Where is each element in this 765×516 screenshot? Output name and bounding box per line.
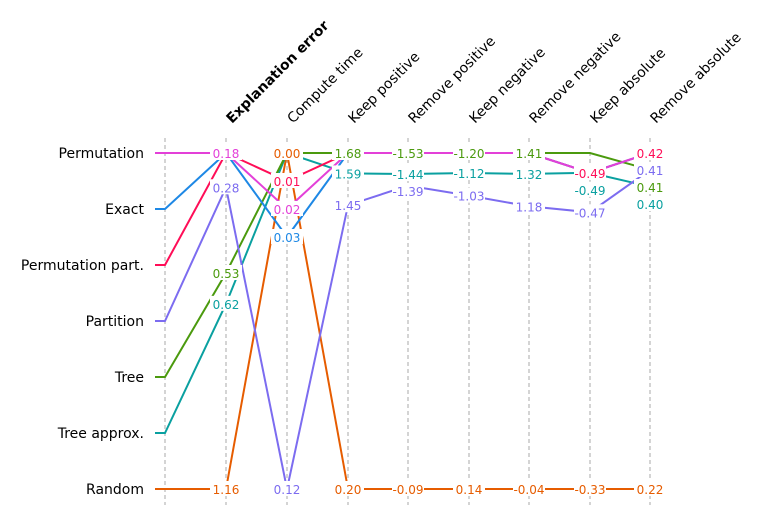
data-label-bg [332,145,364,160]
data-label-bg [392,145,424,160]
method-label: Partition [86,314,144,330]
metric-header: Explanation error [224,18,333,127]
data-label: -1.44 [392,168,423,182]
data-label: 1.59 [335,167,362,181]
data-label-bg [453,145,485,160]
data-label-bg [210,179,242,195]
data-label-bg [574,481,606,496]
method-label: Exact [105,202,144,218]
data-label-bg [392,166,424,181]
data-label-bg [271,481,303,496]
data-label-bg [574,181,606,197]
data-label: -1.20 [453,147,484,161]
data-label-bg [271,145,303,160]
data-label-bg [634,481,666,496]
method-label: Permutation part. [21,258,144,274]
data-label: 1.18 [516,200,543,214]
data-label: 0.12 [274,483,301,497]
method-label: Tree approx. [57,426,144,442]
series-line-partition [155,168,651,490]
data-label: 0.14 [456,483,483,497]
data-label: 0.22 [637,483,664,497]
data-label: 1.41 [516,147,543,161]
data-label: 0.41 [637,181,664,195]
data-label-bg [392,481,424,496]
data-label: -1.39 [392,185,423,199]
data-label-bg [574,204,606,220]
data-label: -1.12 [453,167,484,181]
data-label: 1.16 [213,483,240,497]
data-label: 1.68 [335,147,362,161]
series-line-tree-approx- [155,151,651,434]
data-label: -0.33 [574,483,605,497]
data-label: 0.41 [637,164,664,178]
data-label: 0.62 [213,298,240,312]
data-label: -1.03 [453,190,484,204]
data-label: 1.45 [335,199,362,213]
data-label: 0.03 [274,231,301,245]
data-label-bg [453,187,485,203]
method-label: Random [86,482,144,498]
data-label: 0.20 [335,483,362,497]
data-label-bg [513,198,545,214]
data-label: 0.40 [637,198,664,212]
data-label-bg [634,196,666,211]
data-label-bg [634,179,666,194]
data-label: 0.28 [213,181,240,195]
data-label-bg [513,481,545,496]
data-label-bg [634,162,666,177]
data-label: -0.04 [513,483,544,497]
series-line-random [155,152,650,490]
data-label: -0.47 [574,206,605,220]
data-label-bg [513,165,545,181]
data-label: 0.18 [213,147,240,161]
data-label-bg [210,265,242,280]
data-label: -0.09 [392,483,423,497]
method-label: Tree [114,370,144,386]
data-label-bg [210,481,242,496]
data-label: 0.00 [274,147,301,161]
data-label: -0.49 [574,184,605,198]
data-label: 0.01 [274,175,301,189]
data-label-bg [453,481,485,496]
data-label-bg [210,295,242,311]
data-label: 0.42 [637,147,664,161]
data-label-bg [634,145,666,160]
data-label-bg [392,183,424,198]
data-label: 0.02 [274,203,301,217]
metric-header: Remove absolute [648,30,745,127]
data-label-bg [271,201,303,216]
data-label: 0.53 [213,267,240,281]
data-label-bg [453,165,485,181]
data-label-bg [271,173,303,188]
data-label-bg [574,164,606,180]
series-line-permutation [155,152,651,211]
data-label: -1.53 [392,147,423,161]
data-label-bg [271,229,303,244]
data-label-bg [332,165,364,181]
method-label: Permutation [59,146,144,162]
data-label-bg [332,197,364,213]
data-label-bg [332,481,364,496]
data-label-bg [513,145,545,160]
data-label: 1.32 [516,168,543,182]
data-label: -0.49 [574,167,605,181]
data-label-bg [210,145,242,160]
